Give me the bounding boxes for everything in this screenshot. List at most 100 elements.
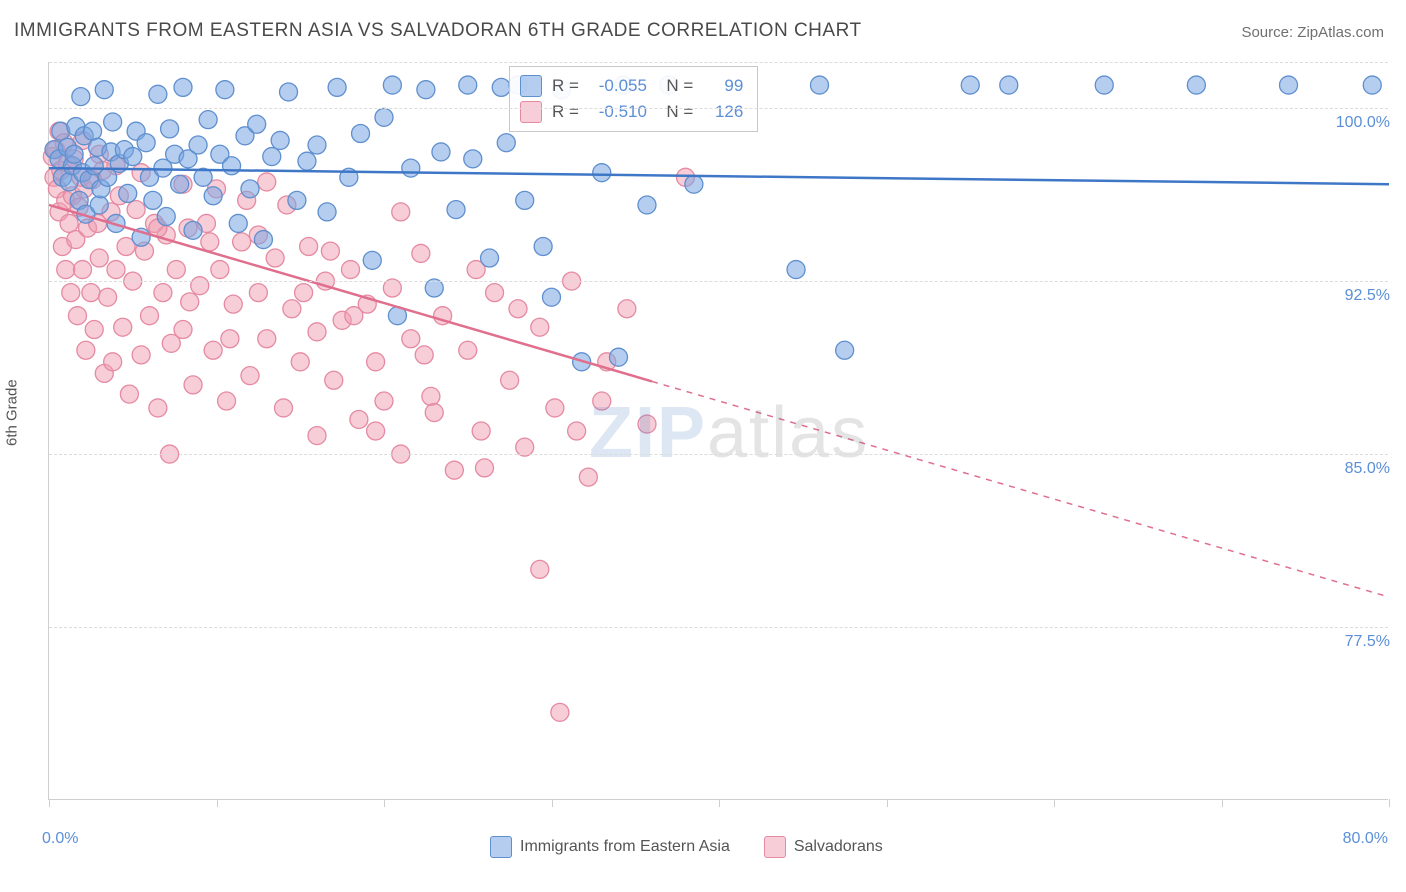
- data-point: [174, 78, 192, 96]
- data-point: [464, 150, 482, 168]
- legend-bottom-label-2: Salvadorans: [794, 838, 883, 855]
- data-point: [685, 175, 703, 193]
- data-point: [610, 348, 628, 366]
- data-point: [233, 233, 251, 251]
- data-point: [229, 214, 247, 232]
- data-point: [141, 307, 159, 325]
- data-point: [204, 341, 222, 359]
- data-point: [509, 300, 527, 318]
- data-point: [363, 251, 381, 269]
- data-point: [383, 76, 401, 94]
- legend-stats-row-1: R = -0.055 N = 99: [520, 73, 743, 99]
- data-point: [543, 288, 561, 306]
- data-point: [417, 81, 435, 99]
- data-point: [352, 124, 370, 142]
- legend-n-value-2: 126: [703, 102, 743, 122]
- data-point: [445, 461, 463, 479]
- data-point: [95, 81, 113, 99]
- data-point: [167, 261, 185, 279]
- legend-bottom-item-1: Immigrants from Eastern Asia: [490, 836, 730, 858]
- legend-bottom: Immigrants from Eastern Asia Salvadorans: [490, 836, 883, 858]
- data-point: [90, 249, 108, 267]
- gridline-h: [49, 627, 1388, 628]
- data-point: [593, 392, 611, 410]
- data-point: [318, 203, 336, 221]
- data-point: [325, 371, 343, 389]
- data-point: [68, 307, 86, 325]
- data-point: [174, 321, 192, 339]
- data-point: [74, 261, 92, 279]
- data-point: [375, 108, 393, 126]
- data-point: [161, 120, 179, 138]
- data-point: [1187, 76, 1205, 94]
- data-point: [248, 115, 266, 133]
- data-point: [254, 231, 272, 249]
- data-point: [415, 346, 433, 364]
- data-point: [308, 136, 326, 154]
- data-point: [280, 83, 298, 101]
- data-point: [375, 392, 393, 410]
- data-point: [119, 184, 137, 202]
- x-axis-tick: [887, 799, 888, 807]
- legend-bottom-swatch-2: [764, 836, 786, 858]
- y-axis-tick-label: 92.5%: [1345, 287, 1390, 305]
- data-point: [531, 560, 549, 578]
- data-point: [99, 288, 117, 306]
- data-point: [638, 415, 656, 433]
- data-point: [516, 191, 534, 209]
- data-point: [308, 323, 326, 341]
- data-point: [486, 284, 504, 302]
- data-point: [224, 295, 242, 313]
- data-point: [171, 175, 189, 193]
- data-point: [295, 284, 313, 302]
- data-point: [350, 410, 368, 428]
- x-axis-tick: [552, 799, 553, 807]
- data-point: [291, 353, 309, 371]
- data-point: [258, 173, 276, 191]
- data-point: [221, 330, 239, 348]
- data-point: [412, 244, 430, 262]
- data-point: [283, 300, 301, 318]
- data-point: [342, 261, 360, 279]
- gridline-h: [49, 108, 1388, 109]
- data-point: [288, 191, 306, 209]
- data-point: [62, 284, 80, 302]
- data-point: [459, 341, 477, 359]
- data-point: [149, 85, 167, 103]
- data-point: [77, 341, 95, 359]
- data-point: [402, 330, 420, 348]
- legend-n-label-1: N =: [657, 76, 693, 96]
- x-axis-label-min: 0.0%: [42, 830, 78, 848]
- data-point: [481, 249, 499, 267]
- data-point: [1280, 76, 1298, 94]
- legend-n-value-1: 99: [703, 76, 743, 96]
- data-point: [82, 284, 100, 302]
- gridline-h: [49, 281, 1388, 282]
- data-point: [249, 284, 267, 302]
- trend-line-dashed: [652, 381, 1389, 597]
- data-point: [189, 136, 207, 154]
- source-attribution: Source: ZipAtlas.com: [1241, 24, 1384, 41]
- data-point: [132, 346, 150, 364]
- chart-container: IMMIGRANTS FROM EASTERN ASIA VS SALVADOR…: [0, 0, 1406, 892]
- data-point: [241, 367, 259, 385]
- data-point: [345, 307, 363, 325]
- data-point: [114, 318, 132, 336]
- data-point: [241, 180, 259, 198]
- legend-r-value-2: -0.510: [589, 102, 647, 122]
- data-point: [300, 238, 318, 256]
- legend-bottom-item-2: Salvadorans: [764, 836, 883, 858]
- data-point: [1000, 76, 1018, 94]
- legend-swatch-2: [520, 101, 542, 123]
- data-point: [137, 134, 155, 152]
- data-point: [157, 208, 175, 226]
- data-point: [618, 300, 636, 318]
- data-point: [422, 387, 440, 405]
- data-point: [144, 191, 162, 209]
- data-point: [127, 201, 145, 219]
- data-point: [84, 122, 102, 140]
- data-point: [271, 131, 289, 149]
- data-point: [191, 277, 209, 295]
- data-point: [497, 134, 515, 152]
- data-point: [223, 157, 241, 175]
